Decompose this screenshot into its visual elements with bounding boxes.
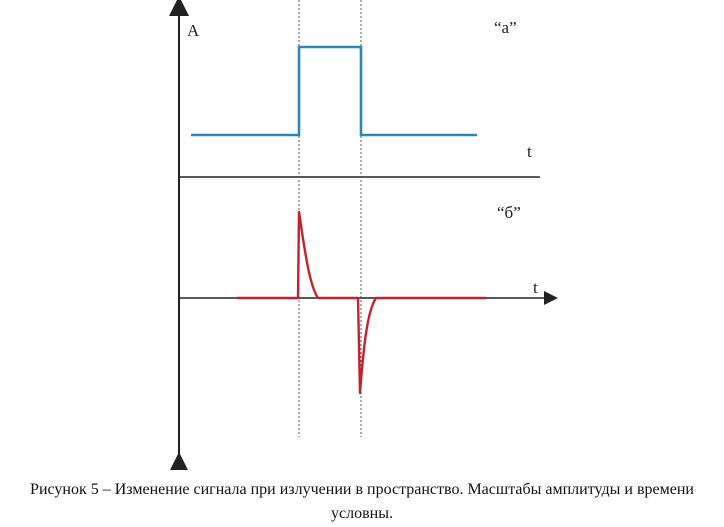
- top-time-label: t: [527, 142, 532, 161]
- response-signal: [237, 210, 486, 395]
- rectangular-pulse: [191, 45, 477, 137]
- panel-a-label: “a”: [494, 18, 517, 37]
- bottom-time-label: t: [533, 278, 538, 297]
- figure-caption: Рисунок 5 – Изменение сигнала при излуче…: [30, 481, 694, 522]
- panel-b-label: “б”: [497, 203, 521, 222]
- signal-diagram: A “a” t “б” t: [169, 0, 558, 470]
- amplitude-label: A: [187, 21, 200, 40]
